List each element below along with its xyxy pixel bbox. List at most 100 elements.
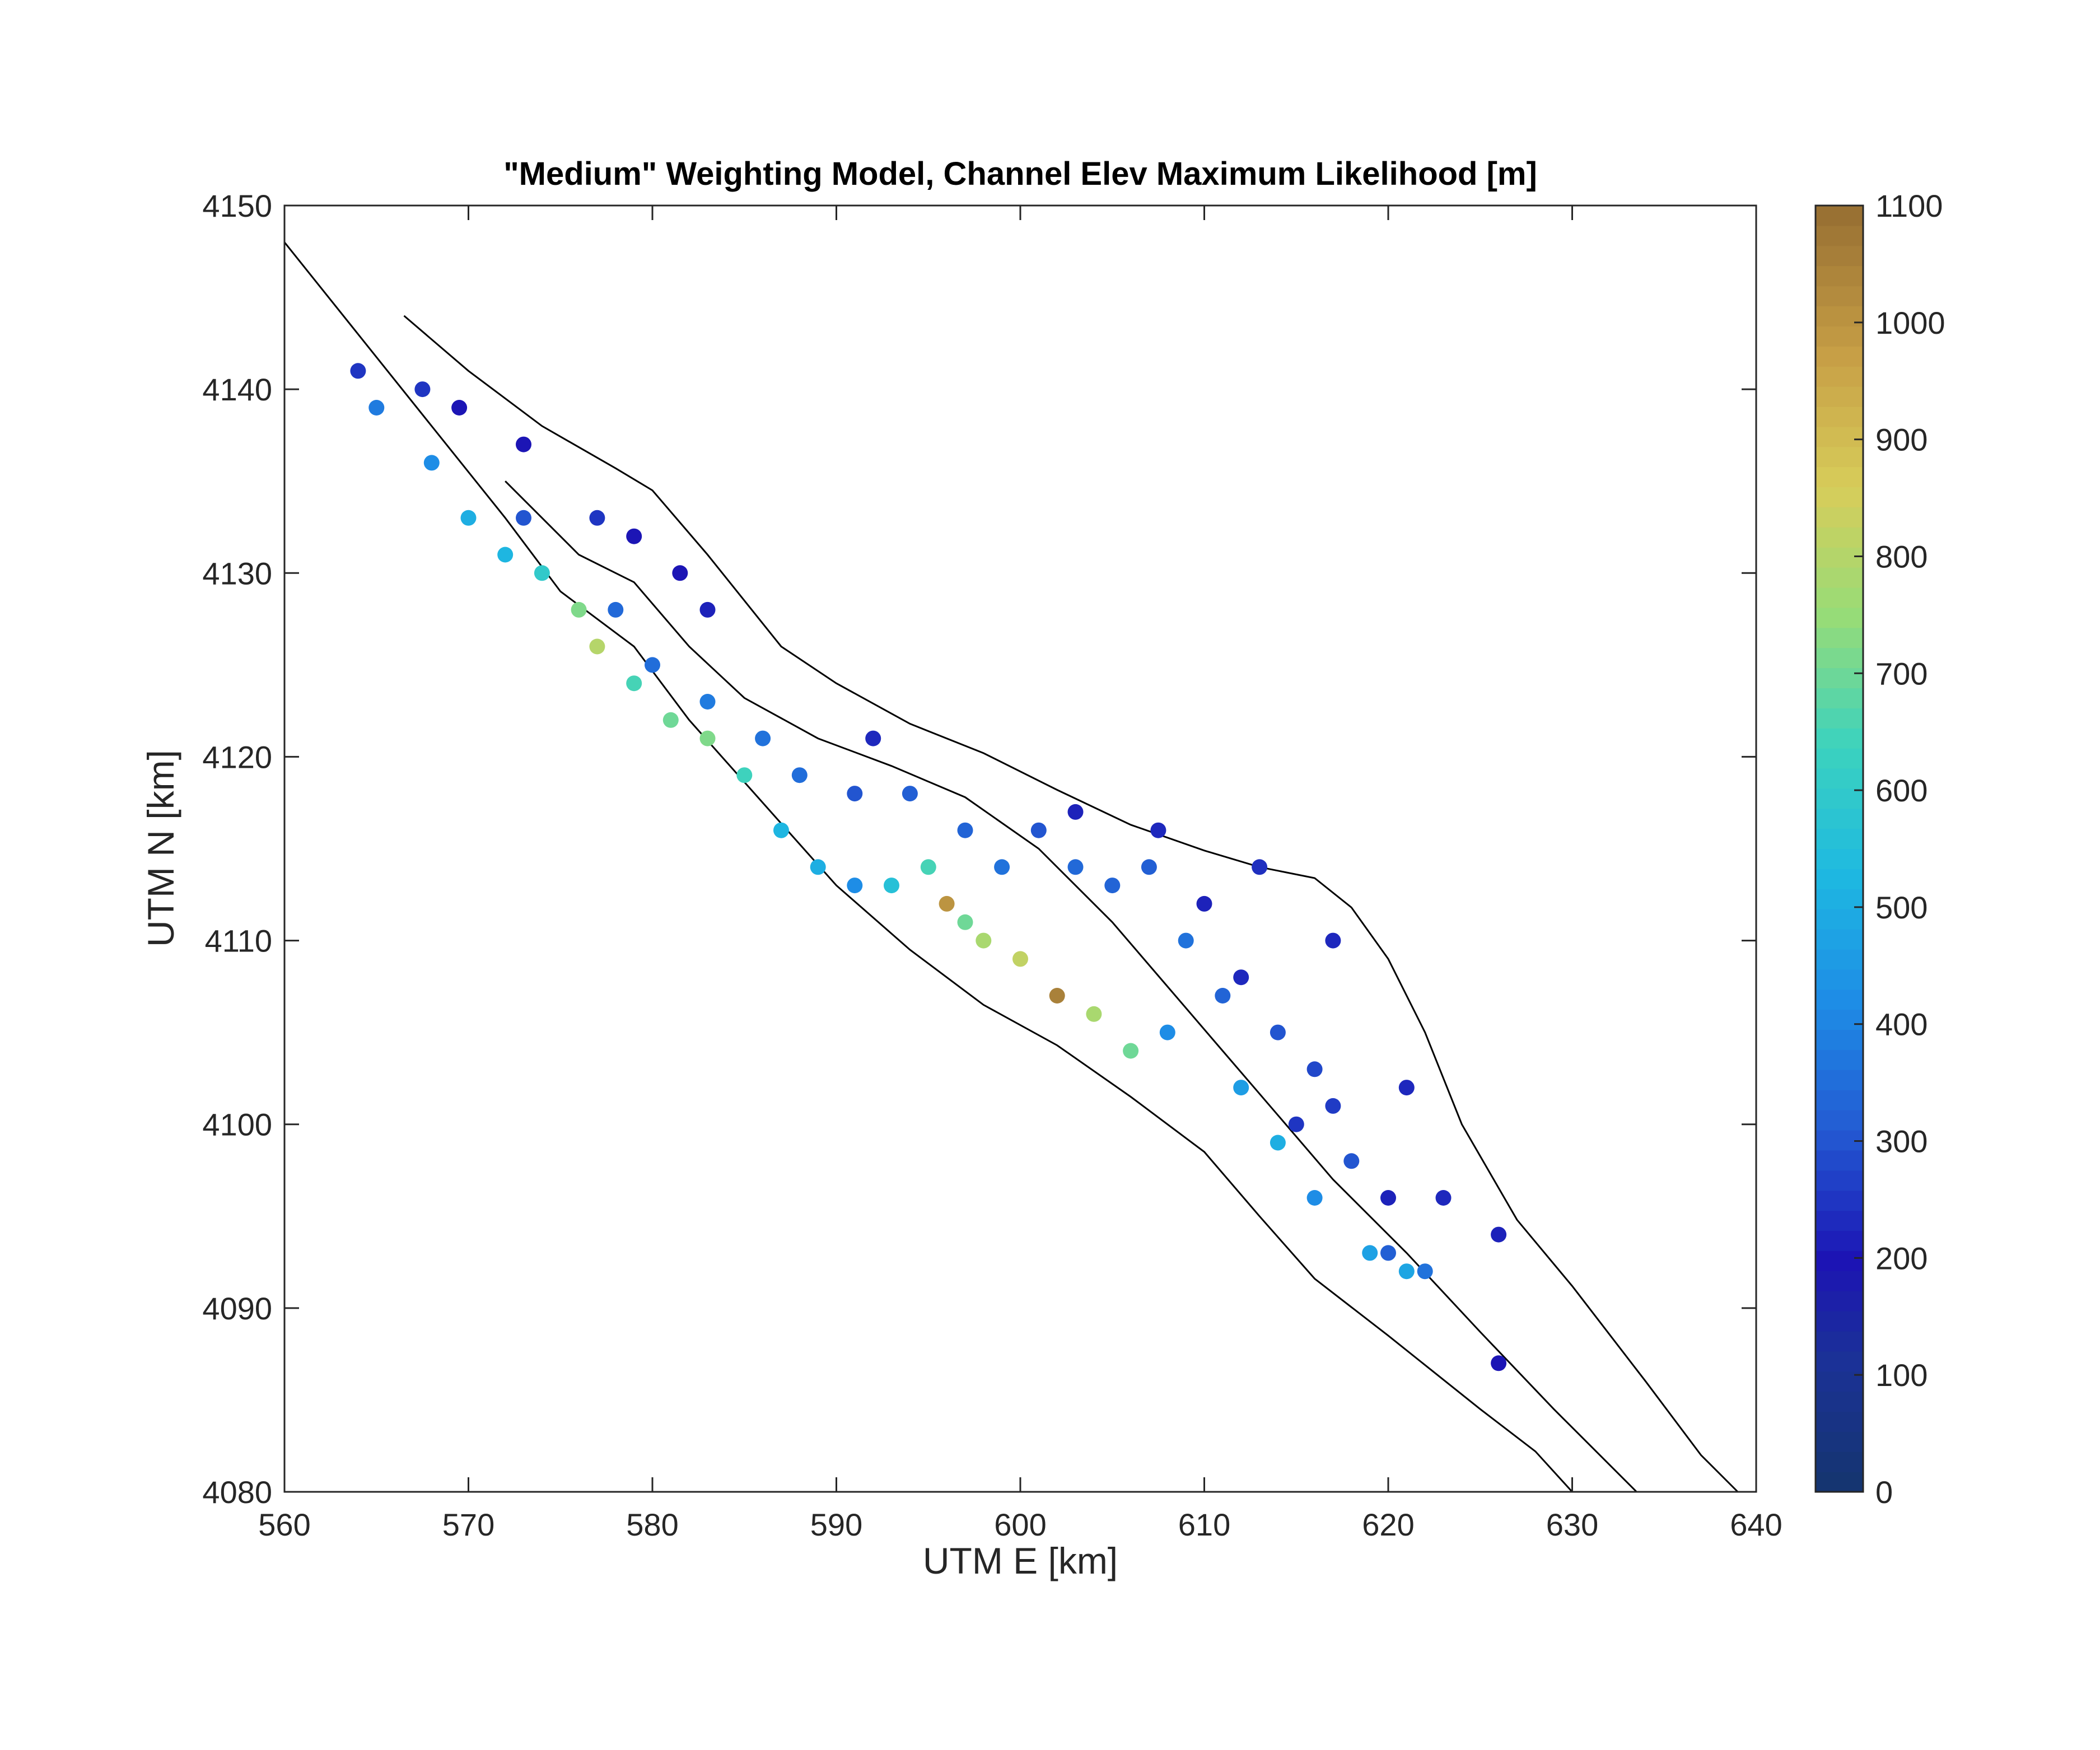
colorbar-band — [1816, 1049, 1863, 1070]
data-point — [976, 932, 992, 949]
data-point — [884, 878, 899, 894]
colorbar-band — [1816, 708, 1863, 729]
data-point — [1343, 1153, 1360, 1169]
data-point — [1215, 988, 1231, 1004]
data-point — [672, 565, 688, 581]
colorbar-band — [1816, 1150, 1863, 1171]
data-point — [847, 786, 863, 802]
colorbar-band — [1816, 346, 1863, 367]
colorbar-tick-label: 100 — [1875, 1357, 1928, 1393]
data-point — [1233, 1080, 1249, 1096]
colorbar-band — [1816, 788, 1863, 809]
data-point — [1362, 1245, 1378, 1261]
data-point — [1398, 1263, 1415, 1280]
colorbar-band — [1816, 1009, 1863, 1030]
colorbar-tick-label: 700 — [1875, 656, 1928, 691]
x-axis-label: UTM E [km] — [923, 1540, 1118, 1581]
data-point — [1380, 1245, 1396, 1261]
colorbar-band — [1816, 668, 1863, 688]
data-point — [460, 510, 477, 526]
data-point — [534, 565, 550, 581]
data-point — [1067, 859, 1084, 875]
y-tick-label: 4110 — [205, 923, 272, 959]
data-point — [589, 638, 605, 655]
data-point — [1067, 804, 1084, 820]
colorbar-band — [1816, 869, 1863, 889]
colorbar-band — [1816, 828, 1863, 850]
data-point — [1159, 1024, 1175, 1040]
plot-background — [284, 206, 1756, 1492]
colorbar-band — [1816, 265, 1863, 287]
colorbar-band — [1816, 808, 1863, 829]
colorbar-band — [1816, 1351, 1863, 1372]
colorbar-band — [1816, 245, 1863, 267]
data-point — [1252, 859, 1268, 875]
data-point — [865, 730, 881, 746]
data-point — [1270, 1135, 1286, 1151]
data-point — [1049, 988, 1065, 1004]
boundary-line-1 — [403, 315, 1739, 1492]
colorbar-band — [1816, 286, 1863, 307]
data-point — [1012, 951, 1028, 967]
data-point — [736, 767, 753, 783]
colorbar-band — [1816, 1271, 1863, 1291]
y-tick-label: 4140 — [202, 372, 272, 407]
x-tick-label: 580 — [626, 1507, 678, 1542]
data-point — [368, 400, 385, 416]
colorbar-band — [1816, 909, 1863, 930]
colorbar-band — [1816, 527, 1863, 548]
colorbar-band — [1816, 306, 1863, 326]
colorbar-band — [1816, 1391, 1863, 1412]
data-point — [626, 675, 642, 692]
colorbar-band — [1816, 386, 1863, 407]
data-point — [1233, 969, 1249, 986]
y-tick-label: 4120 — [202, 739, 272, 774]
data-point — [414, 381, 431, 398]
colorbar-band — [1816, 728, 1863, 749]
colorbar-band — [1816, 1472, 1863, 1492]
colorbar-tick-label: 300 — [1875, 1124, 1928, 1159]
data-point — [902, 786, 918, 802]
data-point — [699, 730, 716, 746]
colorbar-band — [1816, 466, 1863, 488]
x-tick-label: 630 — [1546, 1507, 1598, 1542]
colorbar-ticks: 0 100 200 300 400 500 600 700 800 900 1000 1100 — [1854, 188, 1945, 1510]
data-point — [699, 694, 716, 710]
colorbar-tick-label: 1100 — [1875, 188, 1943, 223]
colorbar-band — [1816, 1090, 1863, 1110]
data-point — [755, 730, 771, 746]
colorbar-band — [1816, 748, 1863, 769]
colorbar-band — [1816, 507, 1863, 528]
colorbar-band — [1816, 225, 1863, 246]
colorbar-tick-label: 500 — [1875, 890, 1928, 925]
data-point — [1491, 1355, 1507, 1371]
data-point — [1196, 895, 1212, 912]
data-point — [645, 657, 660, 673]
y-tick-label: 4090 — [202, 1291, 272, 1326]
data-point — [1491, 1226, 1507, 1243]
colorbar-tick-label: 900 — [1875, 422, 1928, 458]
data-point — [994, 859, 1010, 875]
colorbar-band — [1816, 1452, 1863, 1472]
data-point — [1123, 1043, 1139, 1059]
data-point — [791, 767, 808, 783]
colorbar-band — [1816, 848, 1863, 869]
y-tick-label: 4080 — [202, 1474, 272, 1510]
colorbar-band — [1816, 446, 1863, 468]
colorbar-band — [1816, 949, 1863, 970]
colorbar-band — [1816, 1110, 1863, 1131]
data-point — [957, 822, 973, 838]
data-point — [1435, 1190, 1452, 1206]
colorbar-band — [1816, 406, 1863, 427]
data-point — [1104, 878, 1121, 894]
data-point — [1270, 1024, 1286, 1040]
colorbar-band — [1816, 889, 1863, 909]
colorbar-band — [1816, 1230, 1863, 1251]
colorbar-band — [1816, 206, 1863, 226]
data-point — [1325, 932, 1341, 949]
x-tick-label: 610 — [1178, 1507, 1230, 1542]
boundary-line-0 — [284, 241, 1573, 1492]
data-point — [571, 601, 587, 618]
colorbar-band — [1816, 547, 1863, 568]
